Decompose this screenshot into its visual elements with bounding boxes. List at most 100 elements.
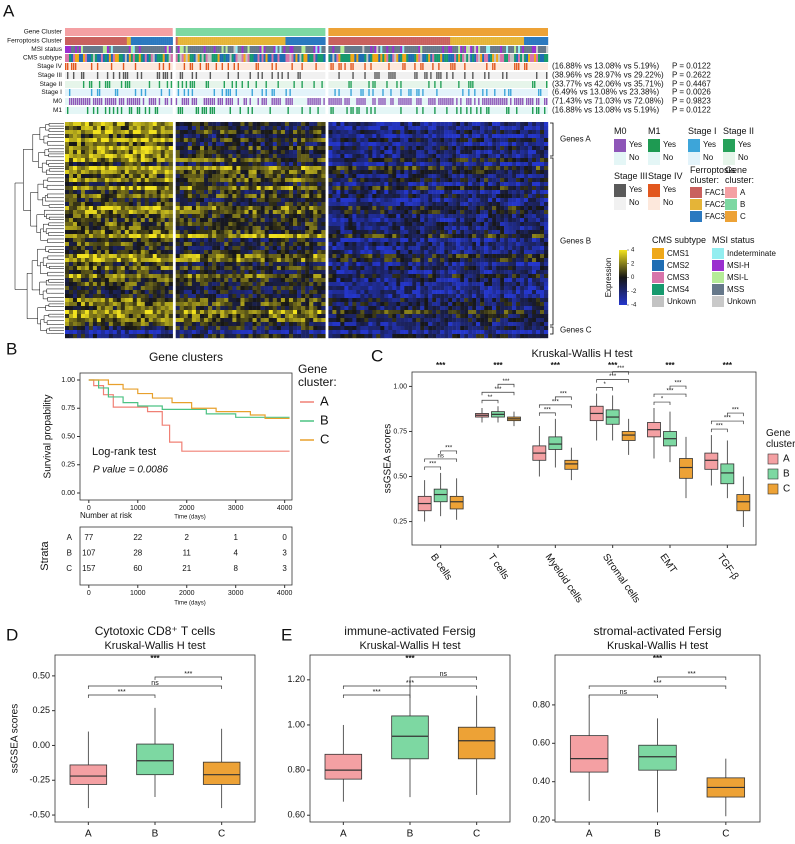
heatmap-cell <box>68 122 74 127</box>
heatmap-cell <box>496 186 501 191</box>
heatmap-cell <box>504 206 509 211</box>
heatmap-cell <box>496 122 501 127</box>
heatmap-cell <box>520 150 525 155</box>
track-tick <box>277 98 279 105</box>
heatmap-cell <box>156 194 161 199</box>
heatmap-cell <box>272 166 278 171</box>
heatmap-cell <box>416 178 421 183</box>
heatmap-cell <box>508 130 513 135</box>
heatmap-cell <box>92 202 98 207</box>
heatmap-cell <box>160 214 165 219</box>
heatmap-cell <box>348 238 353 243</box>
track-tick <box>404 98 406 105</box>
heatmap-cell <box>264 230 269 235</box>
heatmap-cell <box>168 150 173 155</box>
heatmap-cell <box>88 210 94 215</box>
track-cell <box>311 54 314 62</box>
track-tick <box>506 72 508 79</box>
track-tick <box>112 98 115 105</box>
track-tick <box>108 98 111 105</box>
track-cell <box>440 46 443 53</box>
heatmap-cell <box>412 214 417 219</box>
heatmap-cell <box>156 222 161 227</box>
heatmap-cell <box>156 186 161 191</box>
track-tick <box>134 63 137 70</box>
heatmap-cell <box>264 190 269 195</box>
track-cell <box>66 37 70 45</box>
heatmap-cell <box>305 182 310 187</box>
heatmap-cell <box>420 134 425 139</box>
heatmap-cell <box>84 190 90 195</box>
heatmap-cell <box>400 134 405 139</box>
heatmap-cell <box>380 182 385 187</box>
heatmap-cell <box>252 206 257 211</box>
heatmap-cell <box>452 142 457 147</box>
heatmap-cell <box>240 174 245 179</box>
heatmap-cell <box>512 154 517 159</box>
heatmap-cell <box>260 126 265 131</box>
heatmap-cell <box>104 190 110 195</box>
clinical-stats: (16.88% vs 13.08% vs 5.19%) <box>552 106 660 115</box>
heatmap-cell <box>440 214 445 219</box>
track-tick <box>92 98 95 105</box>
track-cell <box>243 54 246 62</box>
heatmap-cell <box>148 242 153 247</box>
heatmap-cell <box>500 186 505 191</box>
heatmap-cell <box>104 194 110 199</box>
heatmap-cell <box>544 146 549 151</box>
track-cell <box>102 46 106 53</box>
heatmap-cell <box>384 186 389 191</box>
track-cell <box>271 54 274 62</box>
heatmap-cell <box>321 202 326 207</box>
heatmap-cell <box>276 150 282 155</box>
heatmap-cell <box>204 122 209 127</box>
track-cell <box>223 46 226 53</box>
heatmap-cell <box>68 178 74 183</box>
heatmap-cell <box>132 210 138 215</box>
heatmap-cell <box>152 166 157 171</box>
heatmap-cell <box>92 166 98 171</box>
track-tick <box>183 98 186 105</box>
heatmap-cell <box>175 126 180 131</box>
panel-letter: A <box>3 1 15 20</box>
heatmap-cell <box>140 198 145 203</box>
heatmap-cell <box>368 234 373 239</box>
track-cell <box>309 54 312 62</box>
heatmap-cell <box>191 170 197 175</box>
heatmap-cell <box>540 198 545 203</box>
heatmap-cell <box>372 218 377 223</box>
heatmap-cell <box>80 142 86 147</box>
heatmap-cell <box>65 202 70 207</box>
heatmap-cell <box>195 230 201 235</box>
track-tick <box>323 98 325 105</box>
heatmap-cell <box>484 194 489 199</box>
heatmap-cell <box>412 210 417 215</box>
heatmap-cell <box>120 210 126 215</box>
track-tick <box>261 72 263 79</box>
heatmap-cell <box>260 174 265 179</box>
track-cell <box>207 54 210 62</box>
track-tick <box>330 98 332 105</box>
heatmap-cell <box>212 194 217 199</box>
heatmap-cell <box>544 186 549 191</box>
heatmap-cell <box>360 166 365 171</box>
track-cell <box>76 54 80 62</box>
heatmap-cell <box>524 126 529 131</box>
track-cell <box>74 46 78 53</box>
heatmap-cell <box>520 190 525 195</box>
track-tick <box>490 98 492 105</box>
heatmap-cell <box>132 142 138 147</box>
heatmap-cell <box>293 198 298 203</box>
heatmap-cell <box>305 178 310 183</box>
heatmap-cell <box>284 206 290 211</box>
heatmap-cell <box>284 222 290 227</box>
heatmap-cell <box>336 210 341 215</box>
heatmap-cell <box>488 154 493 159</box>
heatmap-cell <box>199 154 205 159</box>
heatmap-cell <box>72 158 78 163</box>
heatmap-cell <box>65 158 70 163</box>
track-tick <box>181 107 184 114</box>
track-cell <box>219 54 222 62</box>
track-tick <box>466 107 468 114</box>
heatmap-cell <box>232 194 237 199</box>
